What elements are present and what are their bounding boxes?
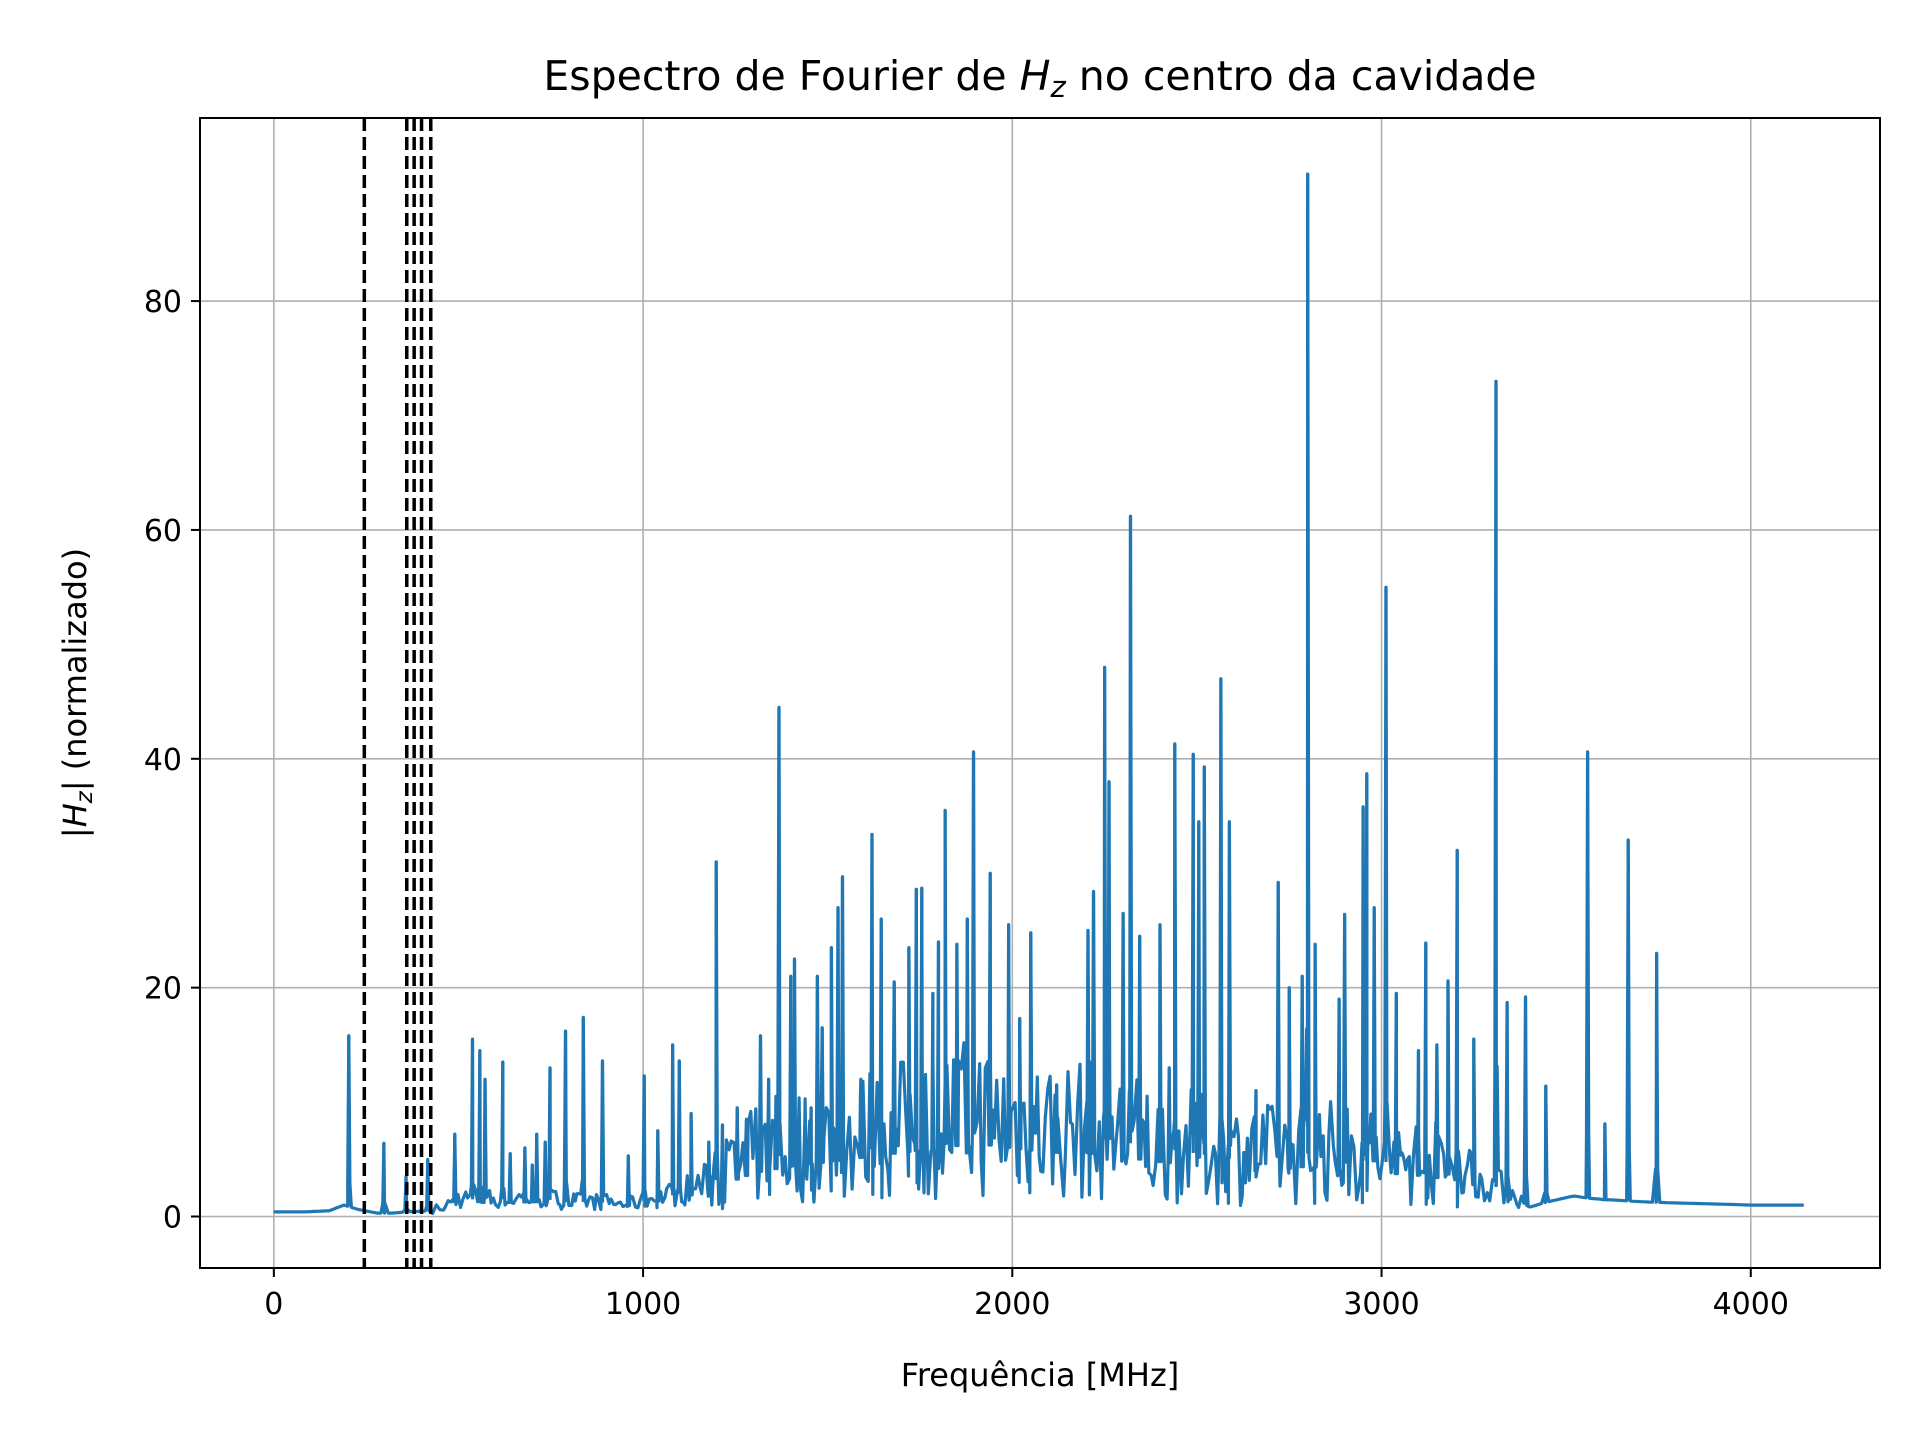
ylabel-after: | (normalizado) (56, 548, 94, 791)
y-tick-label: 60 (144, 514, 182, 549)
x-tick-label: 3000 (1343, 1287, 1419, 1322)
axis-ticks: 0 1000 2000 3000 4000 0 20 40 60 80 (144, 285, 1789, 1322)
x-tick-label: 1000 (605, 1287, 681, 1322)
ylabel-before: | (56, 827, 94, 838)
title-before: Espectro de Fourier de (543, 52, 1019, 100)
grid-lines (200, 118, 1880, 1268)
ylabel-subscript: z (72, 790, 98, 804)
y-tick-label: 40 (144, 743, 182, 778)
ylabel-symbol: H (56, 803, 94, 827)
chart-title: Espectro de Fourier de Hz no centro da c… (543, 52, 1536, 104)
x-tick-label: 2000 (974, 1287, 1050, 1322)
y-tick-label: 20 (144, 972, 182, 1007)
plot-frame (199, 117, 1881, 1269)
x-axis-label: Frequência [MHz] (901, 1356, 1179, 1394)
data-area (273, 118, 1804, 1268)
y-tick-label: 80 (144, 285, 182, 320)
title-subscript: z (1049, 70, 1066, 104)
title-symbol: H (1020, 52, 1051, 100)
title-after: no centro da cavidade (1066, 52, 1537, 100)
x-tick-label: 0 (264, 1287, 283, 1322)
y-axis-label: |Hz| (normalizado) (56, 548, 98, 838)
x-tick-label: 4000 (1713, 1287, 1789, 1322)
y-tick-label: 0 (163, 1201, 182, 1236)
